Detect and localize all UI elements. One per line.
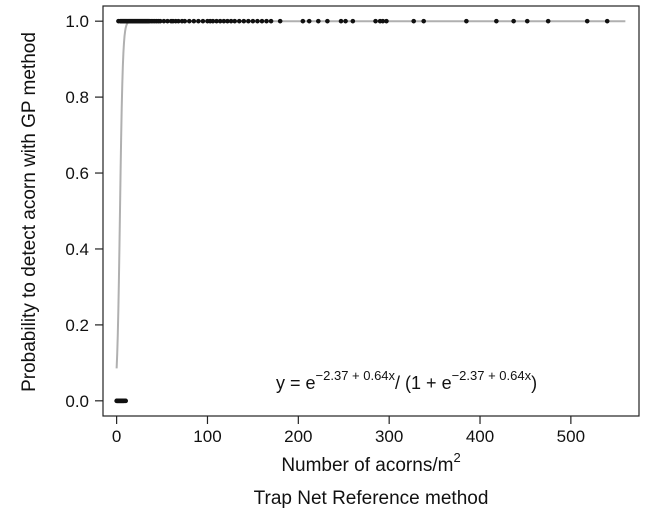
point-one-57 [221, 18, 227, 24]
equation-lhs: y = e [276, 373, 316, 393]
equation-exponent-1: −2.37 + 0.64x [316, 368, 396, 383]
point-one-65 [255, 18, 260, 24]
point-one-72 [316, 18, 321, 24]
y-tick-label-0: 0.0 [65, 392, 89, 411]
point-one-83 [464, 18, 469, 24]
point-one-67 [264, 18, 269, 24]
x-axis-subtitle: Trap Net Reference method [254, 488, 489, 509]
x-tick-label-400: 400 [466, 427, 494, 446]
x-axis: 0 100 200 300 400 500 [112, 416, 585, 446]
point-one-81 [411, 18, 416, 24]
x-tick-label-500: 500 [557, 427, 585, 446]
point-one-40 [161, 18, 167, 24]
y-tick-label-1: 0.2 [65, 316, 89, 335]
point-zero-18 [123, 398, 129, 404]
point-one-63 [246, 18, 251, 24]
point-one-75 [343, 18, 348, 24]
point-one-50 [196, 18, 201, 24]
data-points [114, 18, 610, 404]
point-one-68 [268, 18, 274, 24]
equation-annotation: y = e−2.37 + 0.64x/ (1 + e−2.37 + 0.64x) [276, 368, 537, 393]
point-one-48 [187, 18, 192, 24]
y-tick-label-2: 0.4 [65, 240, 89, 259]
x-tick-label-0: 0 [112, 427, 121, 446]
equation-exponent-2: −2.37 + 0.64x [452, 368, 532, 383]
point-one-71 [306, 18, 312, 24]
y-axis: 0.0 0.2 0.4 0.6 0.8 1.0 [65, 12, 103, 411]
point-one-77 [373, 18, 378, 24]
y-axis-title: Probability to detect acorn with GP meth… [19, 32, 40, 392]
x-tick-label-100: 100 [193, 427, 221, 446]
point-one-70 [300, 18, 306, 24]
point-one-55 [214, 18, 219, 24]
x-axis-title: Number of acorns/m2 [281, 450, 460, 476]
point-one-88 [584, 18, 590, 24]
point-one-49 [191, 18, 197, 24]
point-one-60 [232, 18, 238, 24]
point-one-73 [325, 18, 330, 24]
point-one-80 [384, 18, 389, 24]
point-one-79 [380, 18, 386, 24]
point-one-39 [157, 18, 163, 24]
x-tick-label-200: 200 [284, 427, 312, 446]
point-one-85 [511, 18, 516, 24]
point-one-56 [217, 18, 223, 24]
logistic-fit-curve [115, 20, 626, 369]
point-one-64 [250, 18, 256, 24]
x-axis-title-superscript: 2 [453, 450, 460, 465]
point-one-86 [524, 18, 530, 24]
point-one-62 [241, 18, 247, 24]
point-one-66 [259, 18, 265, 24]
point-one-87 [545, 18, 551, 24]
point-one-51 [200, 18, 206, 24]
y-tick-label-3: 0.6 [65, 164, 89, 183]
point-one-82 [421, 18, 426, 24]
point-one-74 [338, 18, 344, 24]
x-tick-label-300: 300 [375, 427, 403, 446]
plot-frame [102, 5, 640, 417]
point-one-76 [350, 18, 356, 24]
equation-end: ) [531, 373, 537, 393]
point-one-54 [210, 18, 216, 24]
point-one-84 [494, 18, 499, 24]
y-tick-label-4: 0.8 [65, 88, 89, 107]
equation-middle: / (1 + e [395, 373, 452, 393]
x-axis-title-main: Number of acorns/m [281, 455, 453, 476]
point-one-41 [165, 18, 170, 24]
y-tick-label-5: 1.0 [65, 12, 89, 31]
point-one-47 [182, 18, 188, 24]
point-one-59 [228, 18, 234, 24]
point-one-61 [236, 18, 242, 24]
point-one-45 [176, 18, 181, 24]
point-one-58 [225, 18, 230, 24]
point-one-69 [277, 18, 283, 24]
point-one-89 [604, 18, 610, 24]
